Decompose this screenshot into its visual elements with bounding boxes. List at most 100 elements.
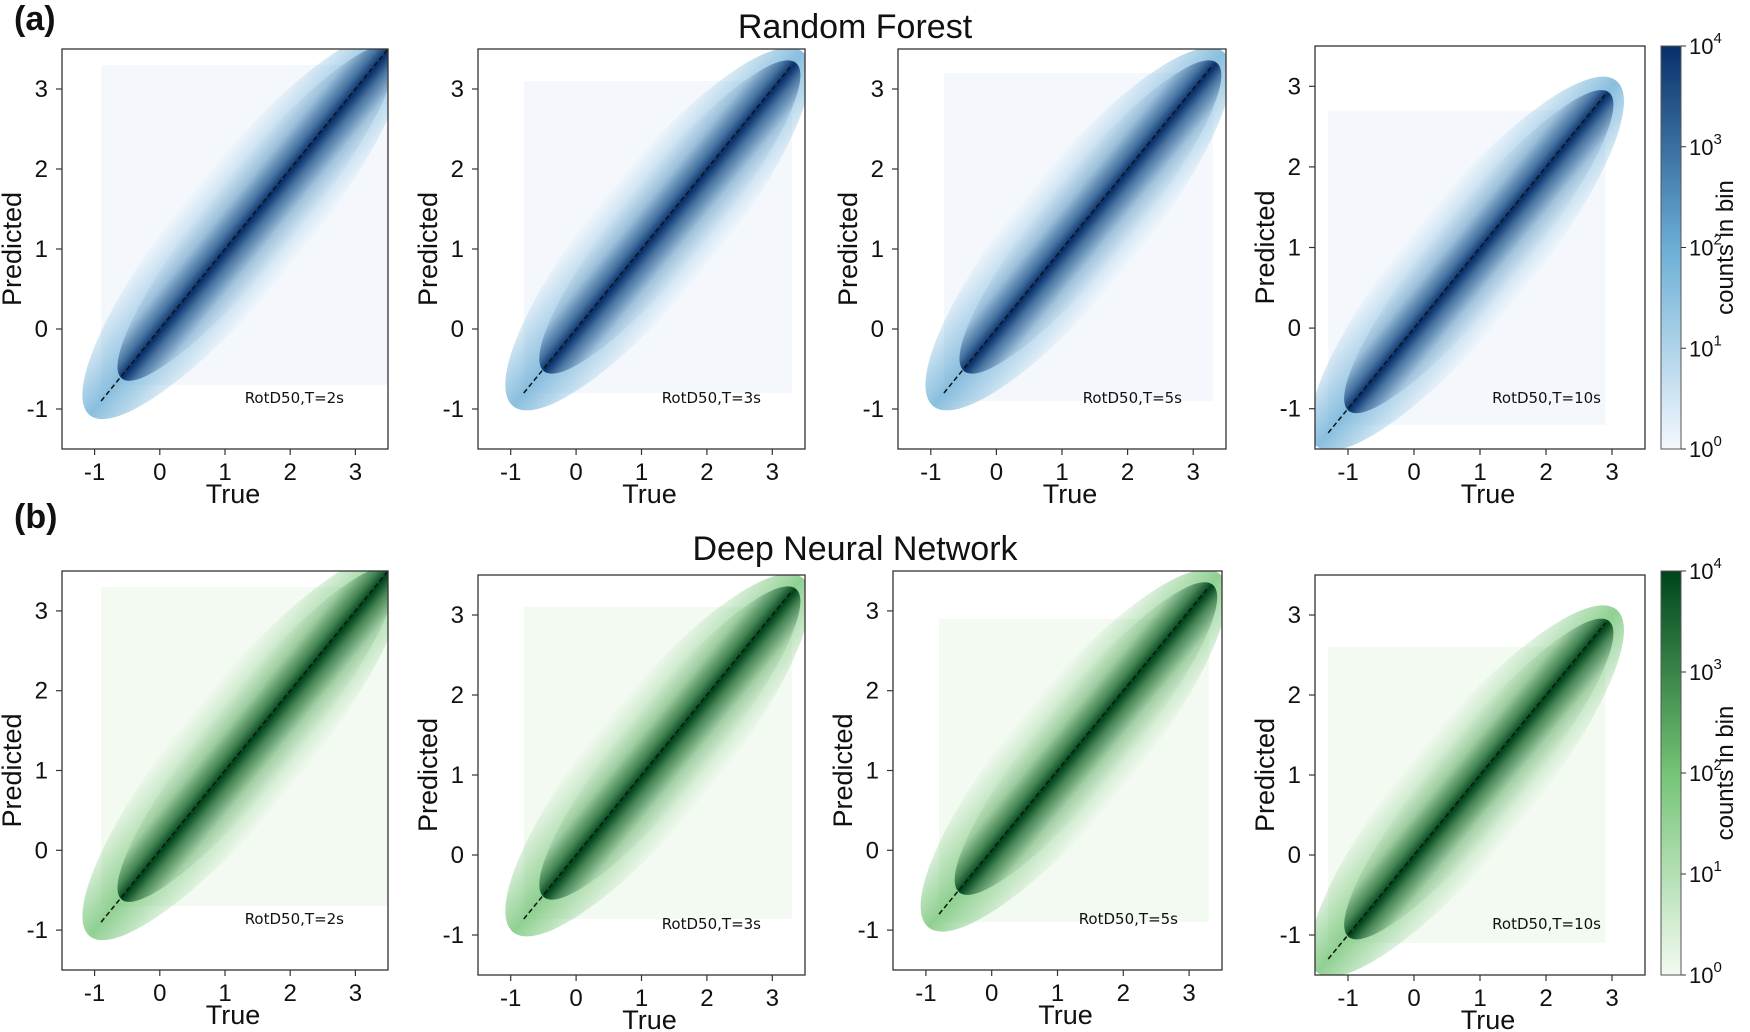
period-annotation: RotD50,T=10s — [1492, 389, 1601, 407]
x-tick-label: -1 — [500, 459, 521, 486]
row-title-deep-neural-network: Deep Neural Network — [692, 530, 1018, 568]
x-tick-label: 2 — [1121, 459, 1134, 486]
x-tick-label: -1 — [1337, 459, 1358, 486]
x-tick-label: 3 — [766, 459, 779, 486]
y-tick-label: 2 — [35, 678, 48, 705]
colorbar-tick-label: 104 — [1689, 555, 1722, 584]
density-band — [117, 571, 388, 902]
subplot-2: -1 0 1 2 3 -1 0 1 2 3 True Predicted RotD50,T=3s — [413, 48, 806, 509]
x-tick-label: 2 — [1539, 985, 1552, 1012]
colorbar-label: counts in bin — [1712, 180, 1739, 315]
subplot-8: -1 0 1 2 3 -1 0 1 2 3 True Predicted RotD50,T=10s — [1250, 574, 1646, 1032]
x-tick-label: 2 — [1539, 459, 1552, 486]
x-tick-label: 2 — [700, 985, 713, 1012]
x-tick-label: 3 — [1605, 985, 1618, 1012]
period-annotation: RotD50,T=5s — [1083, 389, 1182, 407]
y-tick-label: 0 — [451, 842, 464, 869]
y-tick-label: -1 — [858, 917, 879, 944]
x-tick-label: 3 — [349, 459, 362, 486]
x-tick-label: 0 — [1407, 459, 1420, 486]
y-tick-label: 2 — [1288, 682, 1301, 709]
y-tick-label: 0 — [1288, 842, 1301, 869]
x-tick-label: 1 — [218, 980, 231, 1007]
x-tick-label: -1 — [84, 980, 105, 1007]
x-axis-label: True — [622, 479, 677, 509]
subplot-5: -1 0 1 2 3 -1 0 1 2 3 True Predicted RotD50,T=2s — [0, 570, 389, 1030]
x-tick-label: 0 — [569, 985, 582, 1012]
y-tick-label: 0 — [451, 316, 464, 343]
y-tick-label: 2 — [35, 156, 48, 183]
y-tick-label: 0 — [871, 316, 884, 343]
period-annotation: RotD50,T=5s — [1079, 910, 1178, 928]
period-annotation: RotD50,T=2s — [245, 910, 344, 928]
colorbar-tick-label: 100 — [1689, 959, 1722, 988]
y-axis-label: Predicted — [413, 718, 443, 832]
colorbar-tick-label: 103 — [1689, 656, 1722, 685]
x-axis-label: True — [206, 1000, 261, 1030]
period-annotation: RotD50,T=2s — [245, 389, 344, 407]
x-tick-label: 2 — [284, 459, 297, 486]
x-tick-label: 3 — [349, 980, 362, 1007]
identity-line — [938, 586, 1210, 915]
x-axis-label: True — [622, 1005, 677, 1032]
y-tick-label: 0 — [866, 837, 879, 864]
subplot-7: -1 0 1 2 3 -1 0 1 2 3 True Predicted RotD50,T=5s — [828, 570, 1223, 1030]
y-tick-label: 3 — [35, 76, 48, 103]
period-annotation: RotD50,T=3s — [662, 915, 761, 933]
x-tick-label: 0 — [153, 459, 166, 486]
y-tick-label: 1 — [1288, 762, 1301, 789]
colorbar-tick-label: 101 — [1689, 332, 1722, 361]
identity-line — [100, 49, 388, 402]
x-tick-label: 2 — [700, 459, 713, 486]
x-tick-label: 0 — [990, 459, 1003, 486]
y-tick-label: 1 — [1288, 235, 1301, 262]
y-tick-label: 3 — [1288, 73, 1301, 100]
x-tick-label: -1 — [915, 980, 936, 1007]
x-tick-label: 1 — [1473, 459, 1486, 486]
x-tick-label: 3 — [766, 985, 779, 1012]
y-tick-label: -1 — [27, 917, 48, 944]
y-tick-label: -1 — [1280, 396, 1301, 423]
x-tick-label: 0 — [569, 459, 582, 486]
density-band — [959, 60, 1222, 374]
density-band — [539, 60, 801, 374]
colorbar-tick-label: 104 — [1689, 30, 1722, 59]
y-tick-label: 1 — [871, 236, 884, 263]
density-band — [539, 586, 801, 900]
x-tick-label: 0 — [1407, 985, 1420, 1012]
x-tick-label: 0 — [153, 980, 166, 1007]
x-tick-label: -1 — [84, 459, 105, 486]
x-tick-label: 1 — [635, 985, 648, 1012]
x-tick-label: 1 — [1051, 980, 1064, 1007]
subplot-3: -1 0 1 2 3 -1 0 1 2 3 True Predicted RotD50,T=5s — [833, 48, 1227, 509]
colorbar-label: counts in bin — [1712, 706, 1739, 841]
x-axis-label: True — [1461, 479, 1516, 509]
y-axis-label: Predicted — [413, 192, 443, 306]
identity-line — [523, 64, 793, 394]
density-band — [1344, 90, 1614, 414]
x-tick-label: 3 — [1187, 459, 1200, 486]
x-axis-label: True — [206, 479, 261, 509]
plots-group: -1 0 1 2 3 -1 0 1 2 3 True Predicted RotD50,T=2s -1 0 1… — [0, 45, 1646, 1032]
y-axis-label: Predicted — [1250, 190, 1280, 304]
y-tick-label: 0 — [35, 837, 48, 864]
x-tick-label: 3 — [1182, 980, 1195, 1007]
y-axis-label: Predicted — [833, 192, 863, 306]
y-tick-label: 3 — [35, 598, 48, 625]
y-tick-label: 1 — [866, 758, 879, 785]
y-tick-label: 0 — [1288, 315, 1301, 342]
period-annotation: RotD50,T=10s — [1492, 915, 1601, 933]
y-tick-label: 2 — [866, 678, 879, 705]
y-tick-label: 3 — [451, 602, 464, 629]
density-band — [117, 49, 388, 381]
subplot-6: -1 0 1 2 3 -1 0 1 2 3 True Predicted RotD50,T=3s — [413, 574, 806, 1032]
y-axis-label: Predicted — [828, 713, 858, 827]
identity-line — [1327, 93, 1606, 434]
x-tick-label: 0 — [985, 980, 998, 1007]
y-tick-label: 1 — [35, 236, 48, 263]
y-tick-label: 2 — [451, 156, 464, 183]
y-tick-label: 1 — [451, 236, 464, 263]
